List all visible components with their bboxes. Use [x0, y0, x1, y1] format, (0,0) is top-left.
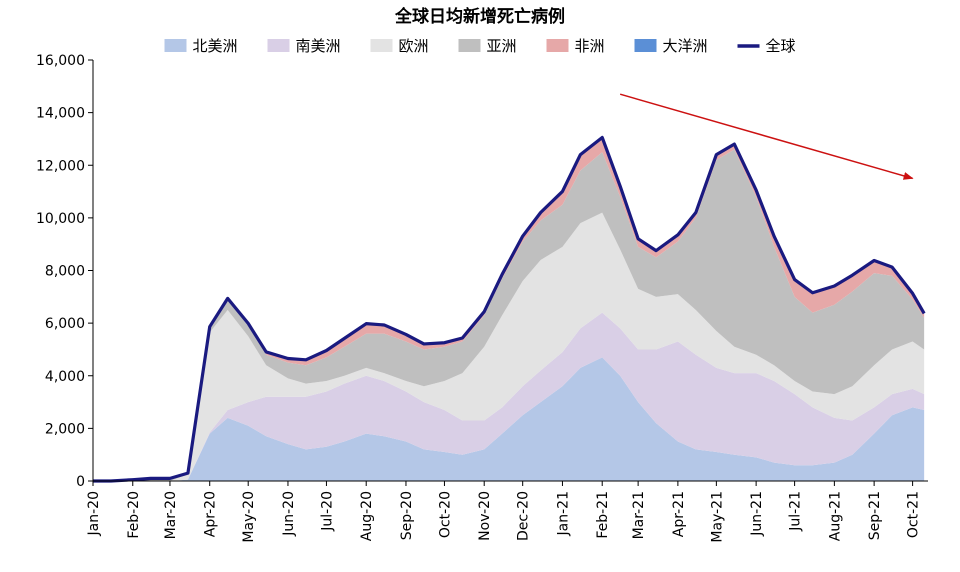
- legend-item-南美洲: 南美洲: [267, 37, 341, 55]
- x-tick-label: Sep-21: [867, 491, 883, 540]
- legend-swatch: [370, 39, 393, 52]
- x-tick-label: Mar-21: [631, 491, 647, 539]
- legend-label: 非洲: [575, 37, 605, 55]
- x-tick-label: Mar-20: [163, 491, 179, 539]
- x-tick-label: Jul-21: [788, 491, 804, 532]
- y-tick-label: 6,000: [45, 316, 85, 332]
- legend-label: 欧洲: [399, 37, 429, 55]
- total-line: [93, 135, 926, 483]
- trend-arrow: [619, 93, 914, 180]
- x-tick-label: Feb-21: [595, 491, 611, 539]
- x-tick-label: Apr-20: [203, 491, 219, 537]
- x-tick-label: May-21: [709, 491, 725, 543]
- legend-item-北美洲: 北美洲: [164, 37, 238, 55]
- y-tick-label: 2,000: [45, 421, 85, 437]
- annotation-group: [619, 93, 914, 180]
- legend-item-大洋洲: 大洋洲: [634, 37, 708, 55]
- x-tick-label: Nov-20: [477, 491, 493, 541]
- legend-item-欧洲: 欧洲: [370, 37, 429, 55]
- x-tick-label: Jun-20: [281, 491, 297, 537]
- area-北美洲: [93, 357, 925, 481]
- legend-swatch: [164, 39, 187, 52]
- legend-item-全球: 全球: [737, 37, 796, 55]
- legend-label: 亚洲: [487, 37, 517, 55]
- y-tick-label: 4,000: [45, 369, 85, 385]
- legend-swatch: [458, 39, 481, 52]
- y-tick-label: 10,000: [36, 211, 85, 227]
- y-tick-label: 14,000: [36, 106, 85, 122]
- y-tick-label: 0: [76, 474, 85, 490]
- x-tick-label: Jun-21: [749, 491, 765, 537]
- legend-swatch: [634, 39, 657, 52]
- x-axis: Jan-20 Feb-20 Mar-20 Apr-20 May-20 Jun-20 Jul-…: [86, 480, 928, 543]
- area-亚洲: [93, 149, 925, 481]
- x-tick-label: Oct-20: [437, 491, 453, 538]
- legend: 北美洲 南美洲 欧洲 亚洲 非洲 大洋洲 全球: [164, 37, 796, 55]
- y-tick-label: 8,000: [45, 264, 85, 280]
- x-tick-label: Feb-20: [126, 491, 142, 539]
- x-tick-label: Jan-20: [86, 491, 102, 536]
- legend-swatch: [546, 39, 569, 52]
- x-tick-label: Aug-21: [827, 491, 843, 541]
- x-tick-label: Jul-20: [319, 491, 335, 532]
- y-tick-label: 12,000: [36, 158, 85, 174]
- area-南美洲: [93, 312, 925, 481]
- x-tick-label: Aug-20: [359, 491, 375, 541]
- legend-item-亚洲: 亚洲: [458, 37, 517, 55]
- stacked-areas: [93, 137, 925, 482]
- legend-label: 南美洲: [296, 37, 341, 55]
- x-tick-label: May-20: [241, 491, 257, 543]
- legend-label: 北美洲: [193, 37, 238, 55]
- x-tick-label: Jan-21: [555, 491, 571, 536]
- legend-label: 大洋洲: [663, 37, 708, 55]
- x-tick-label: Dec-20: [516, 491, 532, 541]
- x-tick-label: Sep-20: [399, 491, 415, 540]
- area-欧洲: [93, 212, 925, 482]
- y-tick-label: 16,000: [36, 53, 85, 69]
- legend-swatch: [267, 39, 290, 52]
- x-tick-label: Apr-21: [671, 491, 687, 537]
- total-line-group: [93, 135, 926, 483]
- y-axis: 0 2,000 4,000 6,000 8,000 10,000 12,000 14,000 1…: [36, 53, 94, 490]
- legend-item-非洲: 非洲: [546, 37, 605, 55]
- chart-title: 全球日均新增死亡病例: [394, 6, 565, 27]
- x-tick-label: Oct-21: [906, 491, 922, 538]
- legend-label: 全球: [766, 37, 796, 55]
